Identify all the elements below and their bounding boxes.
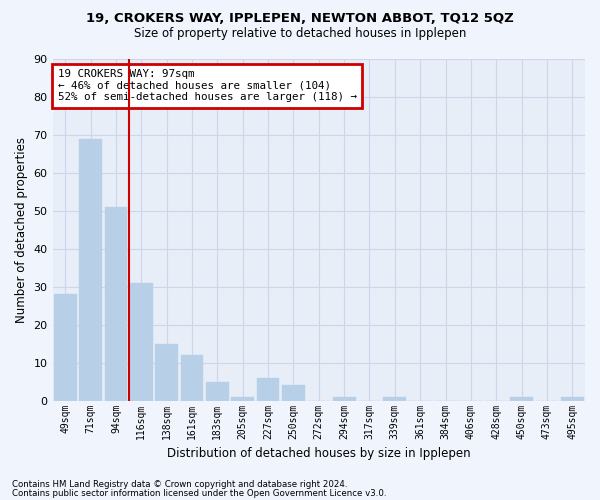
Bar bbox=[104, 207, 127, 400]
Bar bbox=[333, 397, 356, 400]
Text: 19, CROKERS WAY, IPPLEPEN, NEWTON ABBOT, TQ12 5QZ: 19, CROKERS WAY, IPPLEPEN, NEWTON ABBOT,… bbox=[86, 12, 514, 26]
Bar bbox=[231, 397, 254, 400]
Y-axis label: Number of detached properties: Number of detached properties bbox=[15, 137, 28, 323]
Bar bbox=[206, 382, 229, 400]
X-axis label: Distribution of detached houses by size in Ipplepen: Distribution of detached houses by size … bbox=[167, 447, 470, 460]
Bar bbox=[510, 397, 533, 400]
Text: Size of property relative to detached houses in Ipplepen: Size of property relative to detached ho… bbox=[134, 28, 466, 40]
Text: Contains public sector information licensed under the Open Government Licence v3: Contains public sector information licen… bbox=[12, 488, 386, 498]
Bar bbox=[130, 283, 152, 401]
Bar bbox=[181, 355, 203, 401]
Text: 19 CROKERS WAY: 97sqm
← 46% of detached houses are smaller (104)
52% of semi-det: 19 CROKERS WAY: 97sqm ← 46% of detached … bbox=[58, 69, 357, 102]
Text: Contains HM Land Registry data © Crown copyright and database right 2024.: Contains HM Land Registry data © Crown c… bbox=[12, 480, 347, 489]
Bar bbox=[282, 386, 305, 400]
Bar bbox=[257, 378, 280, 400]
Bar bbox=[54, 294, 77, 401]
Bar bbox=[155, 344, 178, 400]
Bar bbox=[79, 138, 102, 400]
Bar bbox=[561, 397, 584, 400]
Bar bbox=[383, 397, 406, 400]
